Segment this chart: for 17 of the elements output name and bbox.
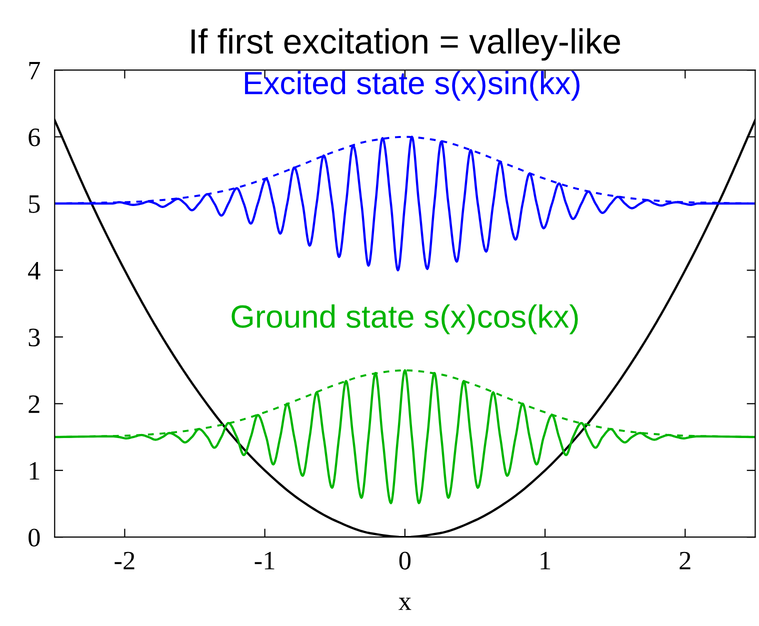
y-tick-label: 1 bbox=[30, 462, 40, 480]
y-tick-label: 5 bbox=[29, 195, 40, 213]
x-tick-label: -2 bbox=[114, 552, 134, 570]
y-tick-label: 3 bbox=[28, 328, 40, 346]
y-tick-label: 4 bbox=[28, 262, 40, 280]
y-tick-label: 2 bbox=[28, 395, 40, 413]
x-tick-label: -1 bbox=[254, 552, 274, 570]
x-tick-label: 1 bbox=[540, 552, 550, 570]
chart-title: If first excitation = valley-like bbox=[192, 28, 620, 61]
y-tick-label: 7 bbox=[29, 62, 40, 80]
y-tick-label: 0 bbox=[28, 528, 40, 547]
y-tick-label: 6 bbox=[28, 128, 40, 146]
x-axis-title: x bbox=[398, 598, 412, 610]
x-tick-label: 0 bbox=[399, 552, 411, 570]
x-tick-label: 2 bbox=[680, 552, 690, 570]
series-label: Excited state s(x)sin(kx) bbox=[245, 70, 580, 101]
series-label: Ground state s(x)cos(kx) bbox=[232, 304, 578, 334]
